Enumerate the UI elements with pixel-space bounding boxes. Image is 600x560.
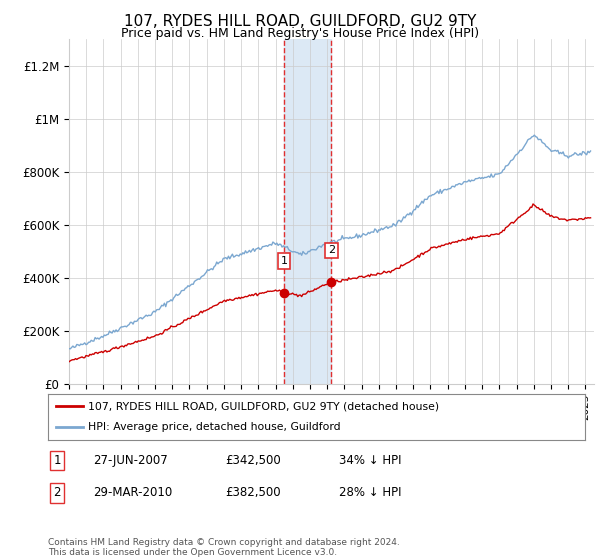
Bar bbox=[284, 39, 331, 384]
Text: 2: 2 bbox=[328, 245, 335, 255]
Text: 107, RYDES HILL ROAD, GUILDFORD, GU2 9TY (detached house): 107, RYDES HILL ROAD, GUILDFORD, GU2 9TY… bbox=[88, 401, 439, 411]
Text: 1: 1 bbox=[53, 454, 61, 467]
Text: 107, RYDES HILL ROAD, GUILDFORD, GU2 9TY: 107, RYDES HILL ROAD, GUILDFORD, GU2 9TY bbox=[124, 14, 476, 29]
Text: 2: 2 bbox=[53, 486, 61, 500]
Text: 29-MAR-2010: 29-MAR-2010 bbox=[93, 486, 172, 500]
Text: £342,500: £342,500 bbox=[225, 454, 281, 467]
Text: 28% ↓ HPI: 28% ↓ HPI bbox=[339, 486, 401, 500]
Text: Price paid vs. HM Land Registry's House Price Index (HPI): Price paid vs. HM Land Registry's House … bbox=[121, 27, 479, 40]
Text: 27-JUN-2007: 27-JUN-2007 bbox=[93, 454, 168, 467]
Text: HPI: Average price, detached house, Guildford: HPI: Average price, detached house, Guil… bbox=[88, 422, 341, 432]
Text: 1: 1 bbox=[280, 256, 287, 266]
Text: Contains HM Land Registry data © Crown copyright and database right 2024.
This d: Contains HM Land Registry data © Crown c… bbox=[48, 538, 400, 557]
Text: £382,500: £382,500 bbox=[225, 486, 281, 500]
Text: 34% ↓ HPI: 34% ↓ HPI bbox=[339, 454, 401, 467]
